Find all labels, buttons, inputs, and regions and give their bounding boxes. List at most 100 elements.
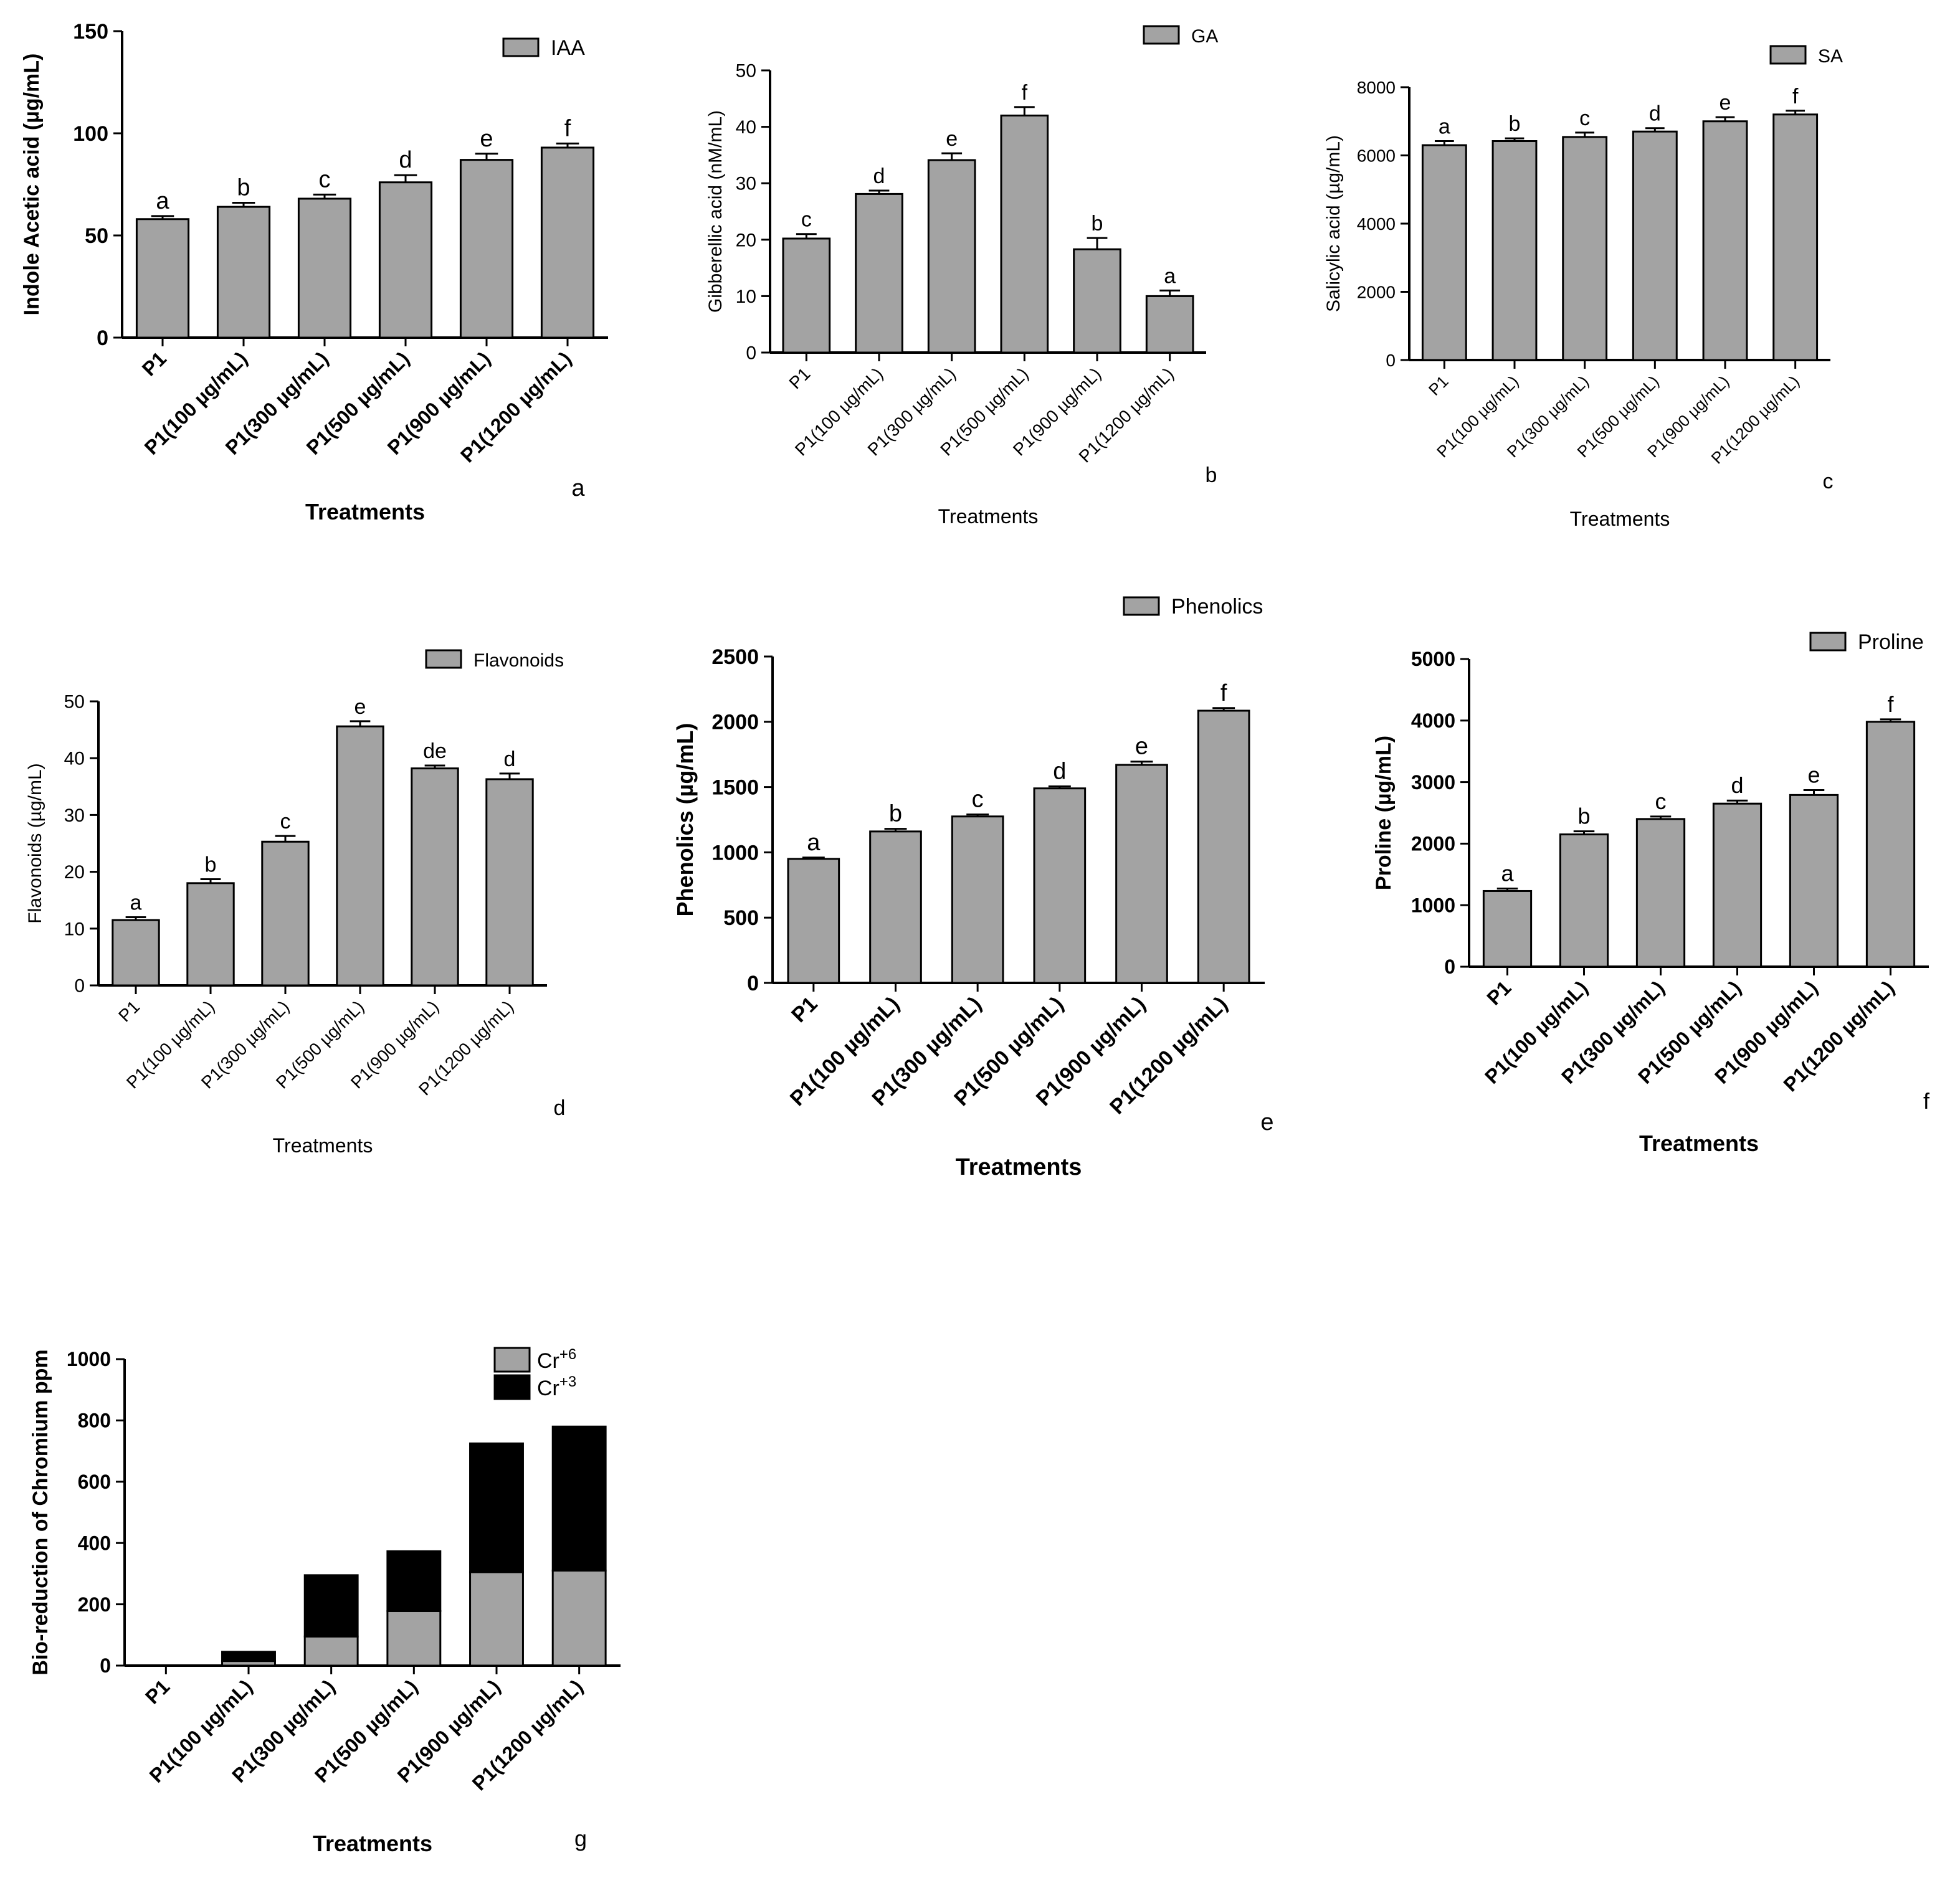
significance-letter: b	[889, 801, 902, 827]
x-axis-title: Treatments	[956, 1154, 1082, 1180]
bar	[1000, 114, 1049, 354]
y-tick-label: 2000	[711, 711, 759, 734]
significance-letter: b	[237, 175, 250, 201]
bar-g-cr3	[386, 1550, 442, 1612]
bar	[855, 192, 903, 354]
significance-letter: a	[1501, 861, 1514, 886]
legend-label: IAA	[551, 36, 585, 60]
panel-label: g	[574, 1826, 587, 1851]
bar-g-cr3	[303, 1574, 359, 1638]
legend-swatch	[425, 649, 462, 669]
x-axis-title: Treatments	[1639, 1131, 1759, 1156]
significance-letter: e	[1807, 762, 1820, 787]
bar	[1789, 794, 1839, 968]
y-tick-label: 1000	[1411, 894, 1455, 916]
legend-swatch	[1123, 596, 1160, 616]
x-axis-title: Treatments	[938, 505, 1039, 528]
bar-g-cr3	[469, 1442, 524, 1573]
y-tick-label: 100	[73, 122, 108, 146]
significance-letter: c	[280, 810, 291, 833]
significance-letter: a	[130, 891, 142, 915]
significance-letter: f	[1022, 81, 1028, 105]
bar-g-cr3	[551, 1425, 607, 1572]
significance-letter: de	[423, 739, 447, 763]
significance-letter: e	[1135, 734, 1148, 760]
bar	[951, 815, 1004, 984]
x-tick-label: P1	[787, 992, 822, 1027]
significance-letter: c	[801, 208, 812, 232]
panel-label: c	[1823, 470, 1834, 493]
y-axis-title: Phenolics (µg/mL)	[672, 723, 698, 917]
x-axis-title: Treatments	[313, 1831, 432, 1856]
y-tick-label: 50	[64, 692, 85, 713]
bar	[411, 767, 459, 987]
legend-label-base: Cr	[537, 1377, 559, 1400]
bar	[1562, 136, 1608, 361]
bar	[1197, 709, 1250, 984]
x-axis-title: Treatments	[1570, 508, 1670, 530]
significance-letter: d	[1731, 772, 1743, 798]
legend-label: SA	[1818, 46, 1843, 67]
legend-label: Flavonoids	[473, 650, 564, 671]
bar	[112, 919, 160, 987]
x-tick-label: P1	[115, 997, 143, 1025]
x-tick-label: P1	[1425, 372, 1452, 399]
y-tick-label: 0	[1444, 956, 1455, 978]
significance-letter: d	[399, 147, 412, 173]
y-tick-label: 600	[78, 1471, 111, 1493]
y-tick-label: 0	[100, 1654, 111, 1677]
bar	[1559, 833, 1609, 968]
legend-label-superscript: +3	[559, 1373, 576, 1390]
y-tick-label: 30	[736, 174, 756, 194]
bar	[1145, 295, 1194, 354]
significance-letter: d	[873, 164, 885, 188]
bar	[1491, 140, 1538, 361]
bar	[927, 159, 976, 354]
bar-g-cr6	[551, 1569, 607, 1667]
panel-label: d	[554, 1096, 566, 1120]
bar	[1712, 802, 1763, 968]
x-axis-title: Treatments	[305, 499, 425, 524]
bar	[1073, 248, 1121, 354]
significance-letter: a	[1439, 115, 1450, 139]
bar	[216, 206, 271, 339]
y-axis-title: Indole Acetic acid (µg/mL)	[20, 54, 44, 316]
bar	[297, 197, 352, 339]
bar	[540, 146, 595, 339]
y-tick-label: 0	[74, 976, 85, 997]
bar	[787, 858, 840, 984]
chart-panel-e: 0 500 1000 1500 2000 2500 Phenolics (µg/mL) P1 a…	[672, 595, 1274, 1180]
significance-letter: a	[156, 188, 169, 214]
y-tick-label: 1500	[711, 776, 759, 800]
panel-label: e	[1260, 1109, 1273, 1136]
panel-label: b	[1206, 463, 1217, 487]
bar	[261, 840, 310, 987]
legend-swatch	[1809, 632, 1847, 652]
significance-letter: a	[1164, 264, 1176, 288]
legend-label-base: Cr	[537, 1349, 559, 1373]
bar-g-cr3	[221, 1651, 276, 1662]
legend-label: GA	[1191, 26, 1218, 47]
legend-swatch	[493, 1347, 531, 1373]
bar	[135, 218, 190, 339]
y-tick-label: 0	[747, 972, 759, 995]
y-tick-label: 6000	[1357, 146, 1396, 165]
legend-label: Cr+3	[537, 1373, 576, 1400]
y-tick-label: 30	[64, 805, 85, 826]
y-tick-label: 20	[64, 862, 85, 883]
y-tick-label: 200	[78, 1593, 111, 1616]
y-tick-label: 10	[736, 287, 756, 307]
y-tick-label: 2500	[711, 645, 759, 669]
bar	[336, 725, 384, 987]
chart-panel-c: 0 2000 4000 6000 8000 Salicylic acid (µg/mL) P…	[1323, 45, 1843, 530]
bar	[782, 237, 831, 354]
legend-swatch	[493, 1374, 531, 1400]
bar-g-cr6	[303, 1635, 359, 1667]
significance-letter: a	[807, 830, 821, 856]
significance-letter: f	[564, 115, 571, 141]
bar	[459, 159, 514, 339]
